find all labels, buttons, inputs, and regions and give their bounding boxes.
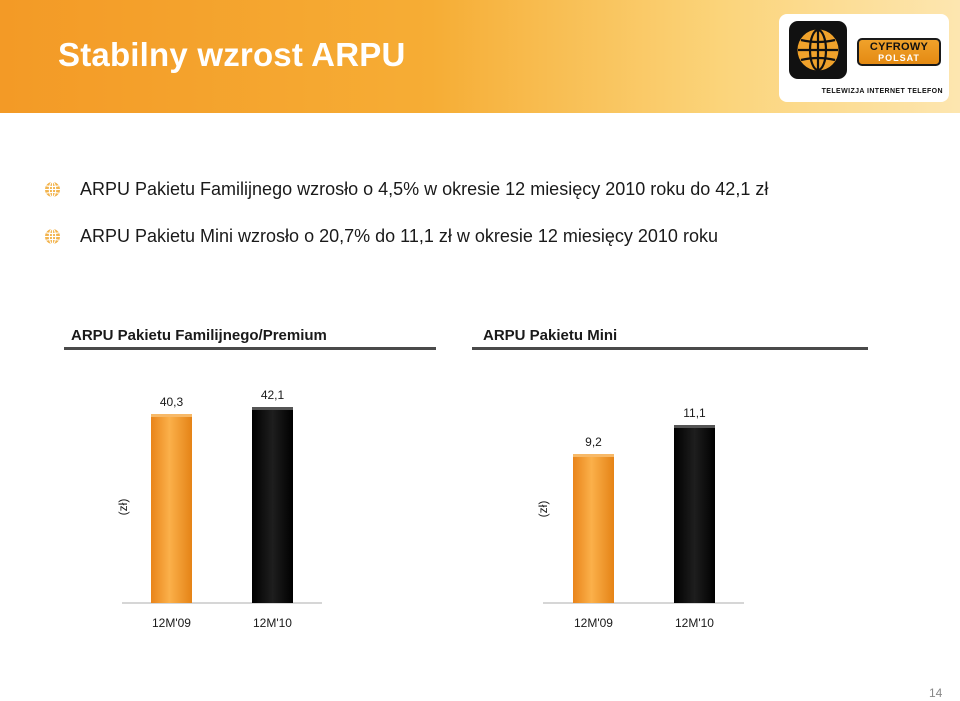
chart-title-mini: ARPU Pakietu Mini (483, 327, 618, 344)
page-title: Stabilny wzrost ARPU (58, 36, 406, 73)
y-axis-label: (zł) (116, 499, 130, 516)
logo-line1: CYFROWY (869, 41, 929, 53)
logo-tagline: TELEWIZJA INTERNET TELEFON (821, 88, 943, 95)
bar-12m09 (151, 415, 192, 603)
globe-icon (789, 21, 847, 79)
globe-bullet-icon (45, 227, 60, 245)
category-label: 12M'10 (253, 616, 292, 630)
chart-title-underline (472, 347, 868, 350)
bar-12m10 (252, 408, 293, 603)
header-banner: Stabilny wzrost ARPU CYFROWY POLSAT TELE… (0, 0, 960, 113)
bullet-text: ARPU Pakietu Familijnego wzrosło o 4,5% … (80, 178, 769, 199)
bar-value-label: 40,3 (160, 395, 184, 409)
y-axis-label: (zł) (536, 501, 550, 518)
bar-12m10 (674, 426, 715, 603)
bar-top-highlight (573, 454, 614, 457)
bullet-text: ARPU Pakietu Mini wzrosło o 20,7% do 11,… (80, 225, 718, 246)
chart-title-familijny: ARPU Pakietu Familijnego/Premium (71, 327, 327, 344)
bar-top-highlight (252, 407, 293, 410)
category-label: 12M'09 (152, 616, 191, 630)
company-logo: CYFROWY POLSAT TELEWIZJA INTERNET TELEFO… (779, 14, 949, 102)
bar-value-label: 9,2 (585, 435, 602, 449)
bar-top-highlight (151, 414, 192, 417)
page-number: 14 (929, 686, 943, 700)
bar-value-label: 42,1 (261, 388, 285, 402)
chart-title-underline (64, 347, 436, 350)
bar-value-label: 11,1 (683, 406, 706, 420)
logo-line2: POLSAT (878, 53, 920, 63)
logo-wordmark: CYFROWY POLSAT (857, 38, 941, 66)
category-label: 12M'09 (574, 616, 613, 630)
bullet-item: ARPU Pakietu Mini wzrosło o 20,7% do 11,… (44, 224, 718, 248)
category-label: 12M'10 (675, 616, 714, 630)
globe-bullet-icon (45, 180, 60, 198)
bar-top-highlight (674, 425, 715, 428)
bar-12m09 (573, 455, 614, 603)
bullet-item: ARPU Pakietu Familijnego wzrosło o 4,5% … (44, 177, 768, 201)
